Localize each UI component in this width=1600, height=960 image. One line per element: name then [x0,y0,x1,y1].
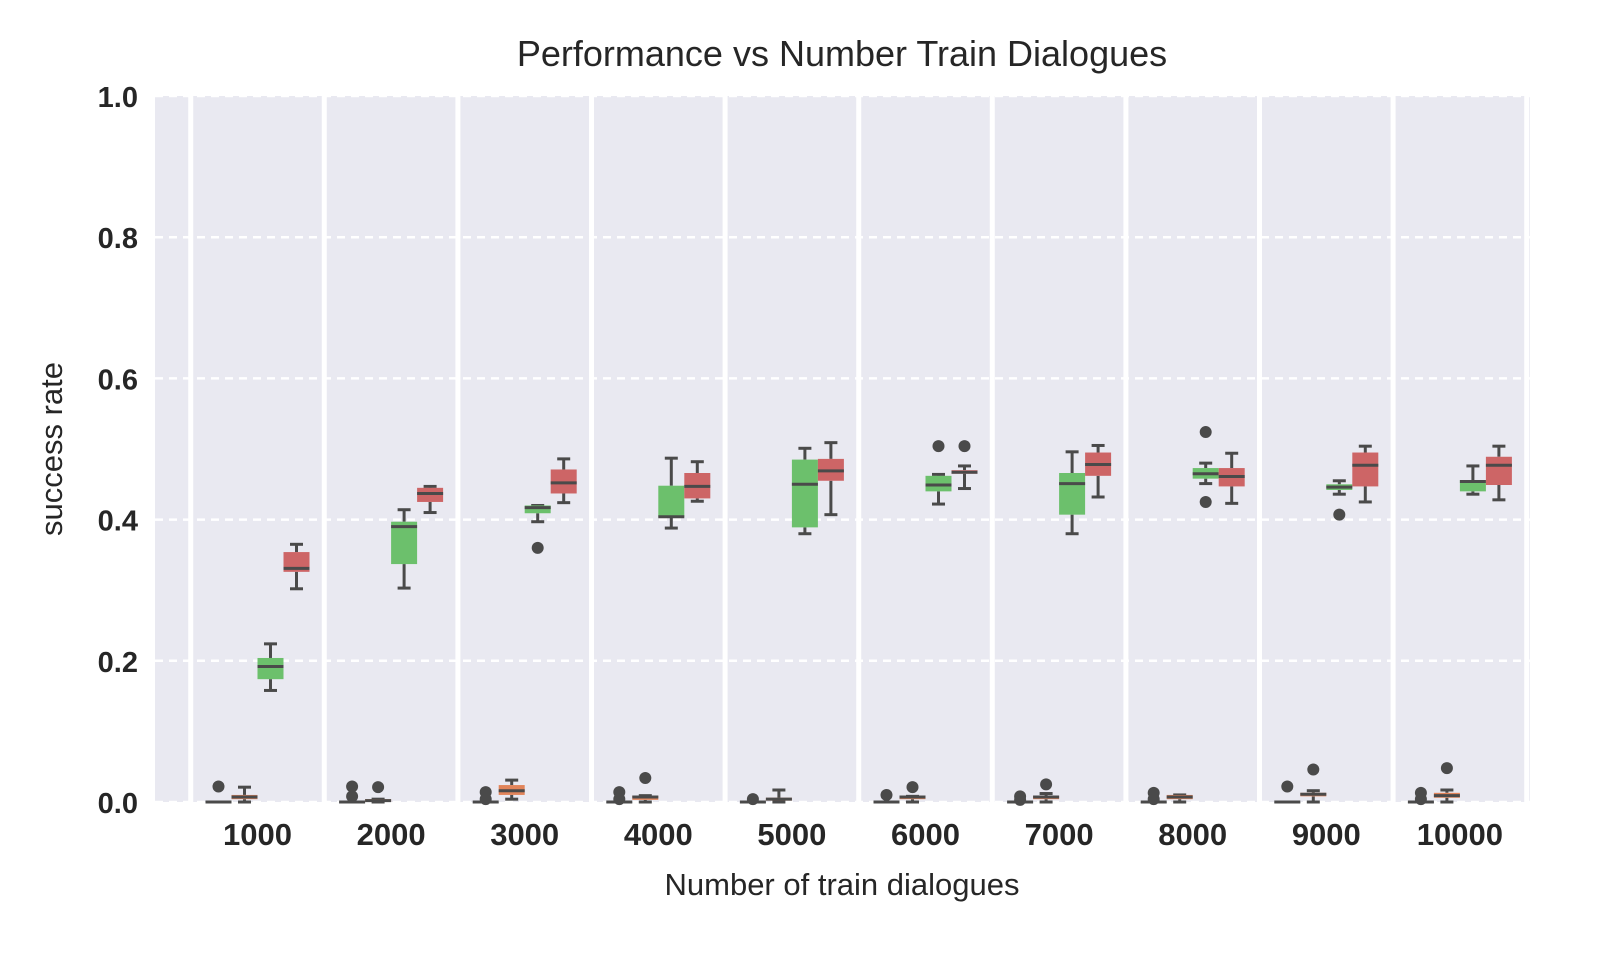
outlier-point [1199,495,1212,508]
box-body [524,505,551,514]
x-axis-ticks: 1000 2000 3000 4000 5000 6000 7000 8000 9000 1000… [223,817,1503,852]
box-2-10000 [1433,762,1460,804]
box-4-3000 [550,457,577,505]
box-3-6000 [925,440,952,506]
box-4-9000 [1352,444,1379,504]
box-3-1000 [257,642,284,692]
box-2-2000 [365,781,392,804]
box-body [1459,480,1486,492]
box-2-4000 [632,771,659,804]
box-body [1485,456,1512,486]
outlier-point [639,771,652,784]
box-body [658,485,685,517]
x-tick-label: 9000 [1292,817,1361,852]
box-1-10000 [1407,786,1434,806]
box-body [257,657,284,680]
x-tick-label: 7000 [1025,817,1094,852]
outlier-point [1147,793,1160,806]
box-1-3000 [472,786,499,806]
box-body [791,459,818,528]
chart-title: Performance vs Number Train Dialogues [517,33,1167,74]
box-1-5000 [739,793,766,806]
y-tick-label: 0.4 [98,506,138,538]
x-tick-label: 5000 [757,817,826,852]
y-tick-label: 0.0 [98,788,138,820]
y-tick-label: 1.0 [98,82,138,114]
box-2-3000 [498,778,525,801]
x-tick-label: 1000 [223,817,292,852]
box-4-10000 [1485,444,1512,502]
box-4-8000 [1218,451,1245,505]
outlier-point [1414,793,1427,806]
box-3-4000 [658,456,685,530]
outlier-point [746,793,759,806]
x-tick-label: 10000 [1417,817,1503,852]
x-tick-label: 2000 [357,817,426,852]
outlier-point [346,790,359,803]
box-3-5000 [791,446,818,536]
outlier-point [1199,426,1212,439]
y-tick-label: 0.8 [98,223,138,255]
x-tick-label: 3000 [490,817,559,852]
box-1-9000 [1274,780,1301,804]
box-4-4000 [684,460,711,503]
y-tick-label: 0.6 [98,364,138,396]
outlier-point [1333,508,1346,521]
outlier-point [958,440,971,453]
box-3-10000 [1459,464,1486,496]
box-2-5000 [765,788,792,804]
box-body [391,521,418,565]
box-3-7000 [1059,450,1086,536]
x-tick-label: 4000 [624,817,693,852]
outlier-point [212,780,225,793]
box-4-5000 [817,441,844,517]
outlier-point [1281,780,1294,793]
box-1-8000 [1140,786,1167,806]
box-1-6000 [873,788,900,804]
outlier-point [613,793,626,806]
plot-area [155,96,1530,802]
outlier-point [880,788,893,801]
y-axis-label: success rate [34,362,69,536]
y-tick-label: 0.2 [98,647,138,679]
outlier-point [906,781,919,794]
box-2-8000 [1166,793,1193,804]
box-body [1352,452,1379,487]
box-3-2000 [391,508,418,590]
x-tick-label: 8000 [1158,817,1227,852]
box-1-4000 [606,786,633,806]
outlier-point [372,781,385,794]
x-axis-label: Number of train dialogues [665,867,1020,902]
box-4-2000 [417,484,444,515]
outlier-point [1014,793,1027,806]
outlier-point [1307,763,1320,776]
box-1-7000 [1007,790,1034,806]
box-2-7000 [1033,778,1060,804]
box-1-1000 [205,780,232,804]
outlier-point [1440,762,1453,775]
box-4-6000 [951,440,978,491]
box-body [1059,473,1086,515]
box-3-8000 [1192,426,1219,508]
box-1-2000 [339,780,366,804]
outlier-point [479,793,492,806]
box-2-9000 [1300,763,1327,804]
box-3-9000 [1326,479,1353,521]
box-3-3000 [524,503,551,554]
y-axis-ticks: 0.0 0.2 0.4 0.6 0.8 1.0 [98,82,138,820]
outlier-point [932,440,945,453]
x-tick-label: 6000 [891,817,960,852]
outlier-point [1040,778,1053,791]
box-2-6000 [899,781,926,804]
box-4-1000 [283,542,310,591]
outlier-point [346,780,359,793]
outlier-point [531,541,544,554]
box-4-7000 [1085,443,1112,499]
box-2-1000 [231,785,258,804]
box-series [205,426,1512,806]
